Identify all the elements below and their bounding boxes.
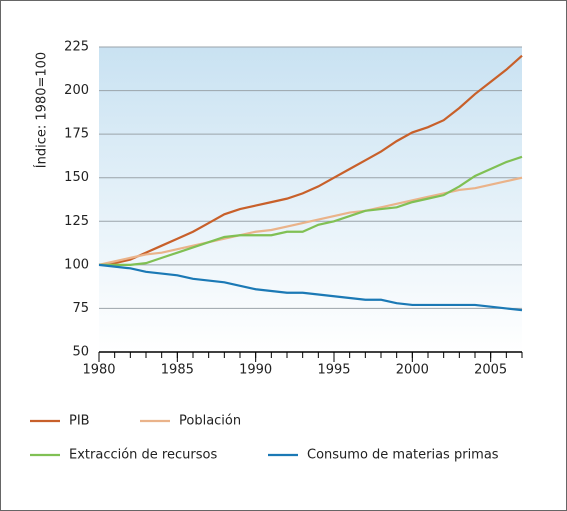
y-tick-label: 175 [64, 127, 89, 142]
line-series [99, 155, 523, 266]
y-tick-label: 150 [64, 170, 89, 185]
line-series [98, 263, 523, 312]
x-tick-label: 1990 [239, 363, 272, 378]
legend-label: Población [179, 414, 241, 429]
y-tick-label: 100 [64, 257, 89, 272]
y-tick-label: 50 [72, 345, 89, 360]
x-tick-label: 1985 [161, 363, 194, 378]
y-tick-label: 125 [64, 214, 89, 229]
x-tick-label: 1980 [82, 363, 115, 378]
x-tick-label: 2000 [396, 363, 429, 378]
legend-label: PIB [69, 414, 90, 429]
x-tick-label: 1995 [317, 363, 350, 378]
y-tick-label: 75 [72, 301, 89, 316]
y-tick-label: 200 [64, 83, 89, 98]
legend-label: Extracción de recursos [69, 448, 217, 463]
y-tick-label: 225 [64, 40, 89, 55]
line-series [98, 54, 523, 266]
x-tick-label: 2005 [474, 363, 507, 378]
y-axis-label: Índice: 1980=100 [34, 52, 50, 168]
legend-label: Consumo de materias primas [307, 448, 499, 463]
plot-background [99, 47, 522, 352]
